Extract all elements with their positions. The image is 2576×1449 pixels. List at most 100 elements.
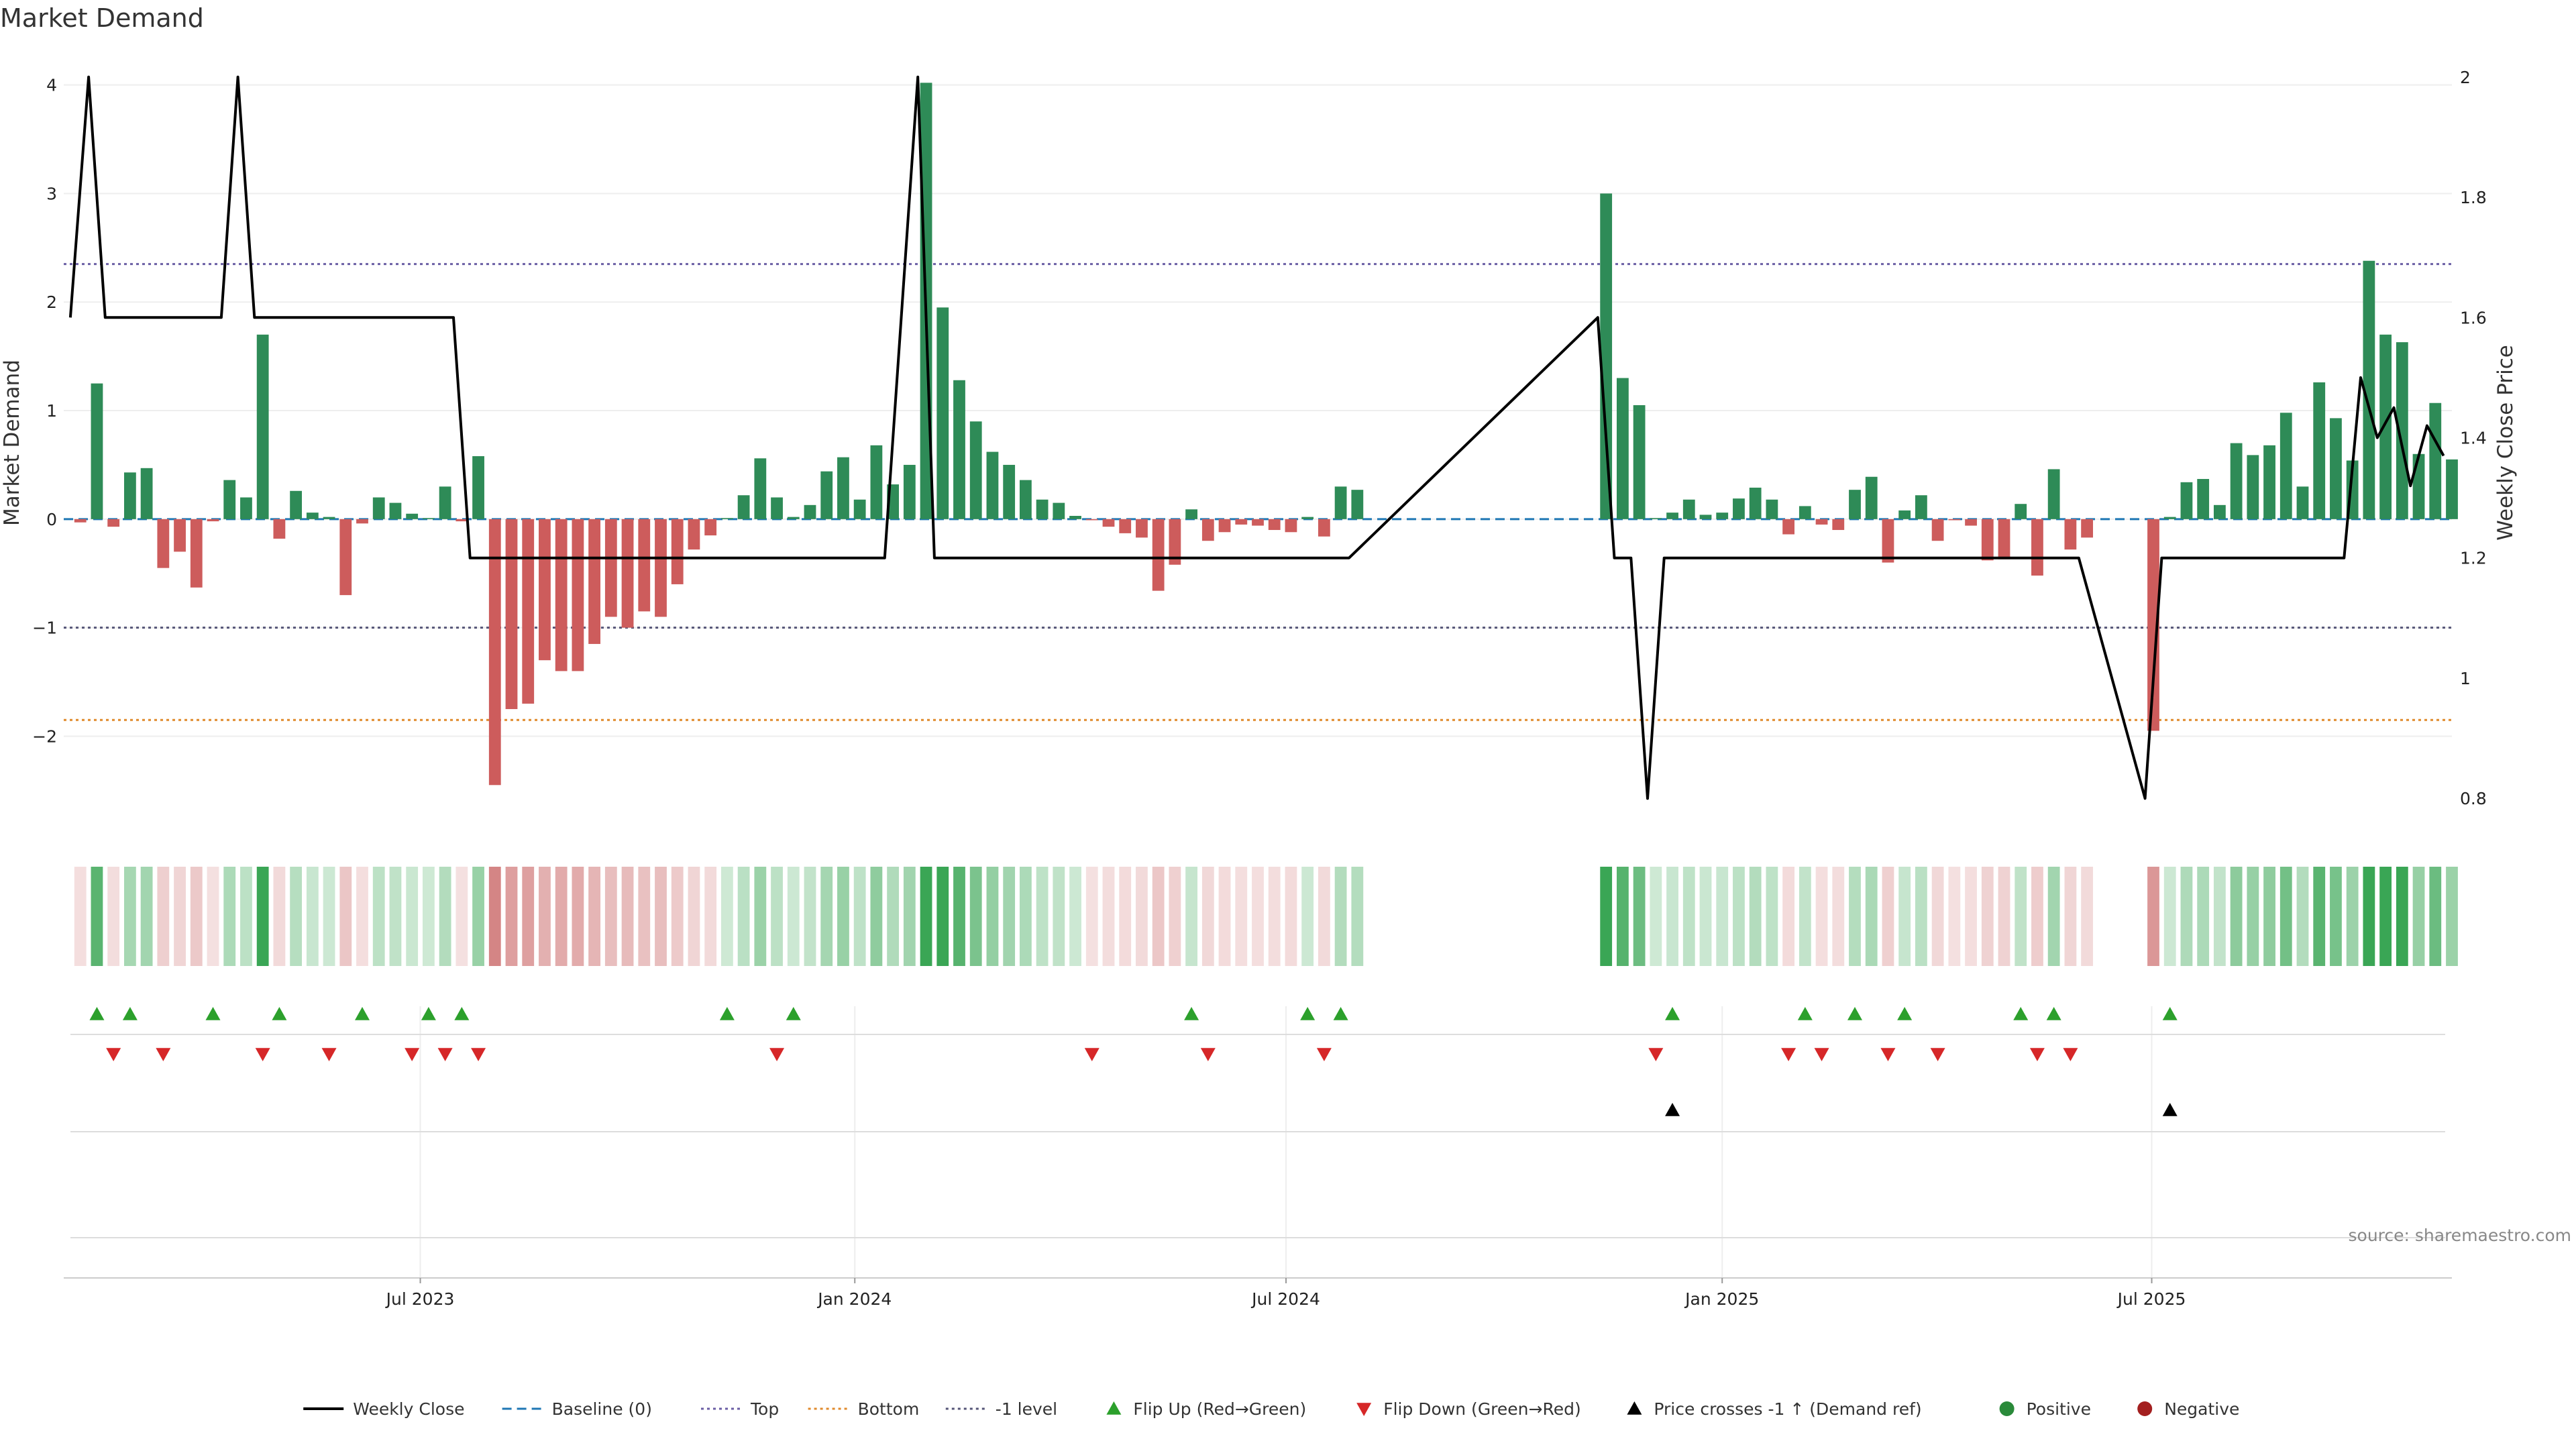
strip-cell	[1136, 867, 1148, 966]
strip-cell	[1699, 867, 1712, 966]
strip-cell	[720, 867, 733, 966]
strip-cell	[1169, 867, 1181, 966]
demand-bars	[74, 83, 2458, 786]
demand-bar	[91, 383, 103, 519]
strip-cell	[986, 867, 999, 966]
demand-bar	[604, 519, 617, 617]
flip-up-marker	[89, 1007, 105, 1020]
demand-bar	[804, 504, 816, 519]
demand-bar	[2412, 453, 2425, 519]
demand-bar	[2031, 519, 2043, 576]
legend-label: Bottom	[858, 1399, 920, 1419]
demand-bar	[936, 307, 949, 519]
demand-bar	[1119, 519, 1132, 533]
demand-bar	[1998, 519, 2010, 559]
demand-bar	[472, 456, 484, 519]
legend-swatch	[1999, 1401, 2015, 1416]
demand-bar	[2247, 455, 2259, 519]
weekly-close-path	[68, 75, 2445, 800]
demand-bar	[455, 519, 468, 522]
flip-up-marker	[355, 1007, 370, 1020]
demand-bar	[621, 519, 634, 628]
legend-label: Flip Down (Green→Red)	[1383, 1399, 1581, 1419]
demand-bar	[1749, 487, 1762, 519]
flip-down-marker	[1814, 1048, 1829, 1061]
strip-cell	[372, 867, 385, 966]
demand-bar	[2064, 519, 2077, 550]
left-axis-label: Market Demand	[0, 360, 24, 526]
strip-cell	[920, 867, 932, 966]
demand-bar	[290, 490, 303, 519]
demand-bar	[1733, 498, 1745, 519]
demand-bar	[123, 472, 136, 519]
strip-cell	[1268, 867, 1281, 966]
strip-cell	[157, 867, 170, 966]
legend-swatch	[2137, 1401, 2153, 1416]
demand-bar	[522, 519, 535, 704]
flip-up-marker	[272, 1007, 287, 1020]
strip-cell	[1849, 867, 1861, 966]
demand-bar	[1003, 464, 1016, 519]
demand-bar	[1981, 519, 1994, 561]
demand-bar	[240, 497, 252, 519]
demand-bar	[2180, 482, 2193, 519]
demand-bar	[422, 518, 435, 519]
strip-cell	[1069, 867, 1081, 966]
flip-down-marker	[321, 1048, 337, 1061]
strip-cell	[522, 867, 535, 966]
demand-bar	[2446, 459, 2458, 519]
demand-bar	[2429, 402, 2442, 519]
strip-cell	[2213, 867, 2226, 966]
demand-bar	[1666, 513, 1678, 519]
strip-cell	[356, 867, 368, 966]
flip-up-marker	[2013, 1007, 2029, 1020]
demand-bar	[1931, 519, 1944, 541]
legend-item: Flip Down (Green→Red)	[1356, 1399, 1581, 1419]
strip-cell	[1152, 867, 1165, 966]
strip-cell	[539, 867, 551, 966]
strip-cell	[1036, 867, 1049, 966]
flip-down-marker	[471, 1048, 486, 1061]
flip-up-marker	[1897, 1007, 1913, 1020]
legend-item: Bottom	[808, 1399, 920, 1419]
strip-cell	[1600, 867, 1613, 966]
legend-label: Flip Up (Red→Green)	[1133, 1399, 1306, 1419]
left-tick-label: 0	[46, 510, 57, 529]
demand-bar	[1699, 515, 1712, 519]
strip-cell	[505, 867, 518, 966]
strip-cell	[969, 867, 982, 966]
demand-bar	[406, 513, 419, 519]
flip-down-marker	[437, 1048, 453, 1061]
demand-bar	[1136, 519, 1148, 538]
strip-cell	[837, 867, 849, 966]
demand-bar	[1201, 519, 1214, 541]
demand-bar	[505, 519, 518, 710]
demand-bar	[1865, 476, 1878, 519]
strip-cell	[472, 867, 484, 966]
demand-bar	[389, 502, 402, 519]
demand-bar	[1268, 519, 1281, 531]
demand-bar	[655, 519, 667, 617]
flip-up-marker	[421, 1007, 436, 1020]
strip-cell	[422, 867, 435, 966]
demand-bar	[488, 519, 501, 786]
strip-cell	[903, 867, 916, 966]
strip-cell	[2296, 867, 2309, 966]
flip-down-marker	[1316, 1048, 1332, 1061]
flip-down-marker	[2029, 1048, 2045, 1061]
x-tick-label: Jul 2023	[385, 1289, 455, 1309]
strip-cell	[2363, 867, 2375, 966]
demand-bar	[737, 495, 750, 519]
legend-swatch	[1627, 1401, 1642, 1415]
legend-item: Baseline (0)	[502, 1399, 652, 1419]
strip-cell	[273, 867, 286, 966]
strip-cell	[2197, 867, 2210, 966]
flip-down-marker	[1084, 1048, 1099, 1061]
demand-bar	[1218, 519, 1231, 533]
strip-cell	[306, 867, 319, 966]
x-tick-label: Jul 2025	[2116, 1289, 2186, 1309]
strip-cell	[91, 867, 103, 966]
strip-cell	[820, 867, 833, 966]
flip-down-marker	[156, 1048, 171, 1061]
strip-cell	[1998, 867, 2010, 966]
